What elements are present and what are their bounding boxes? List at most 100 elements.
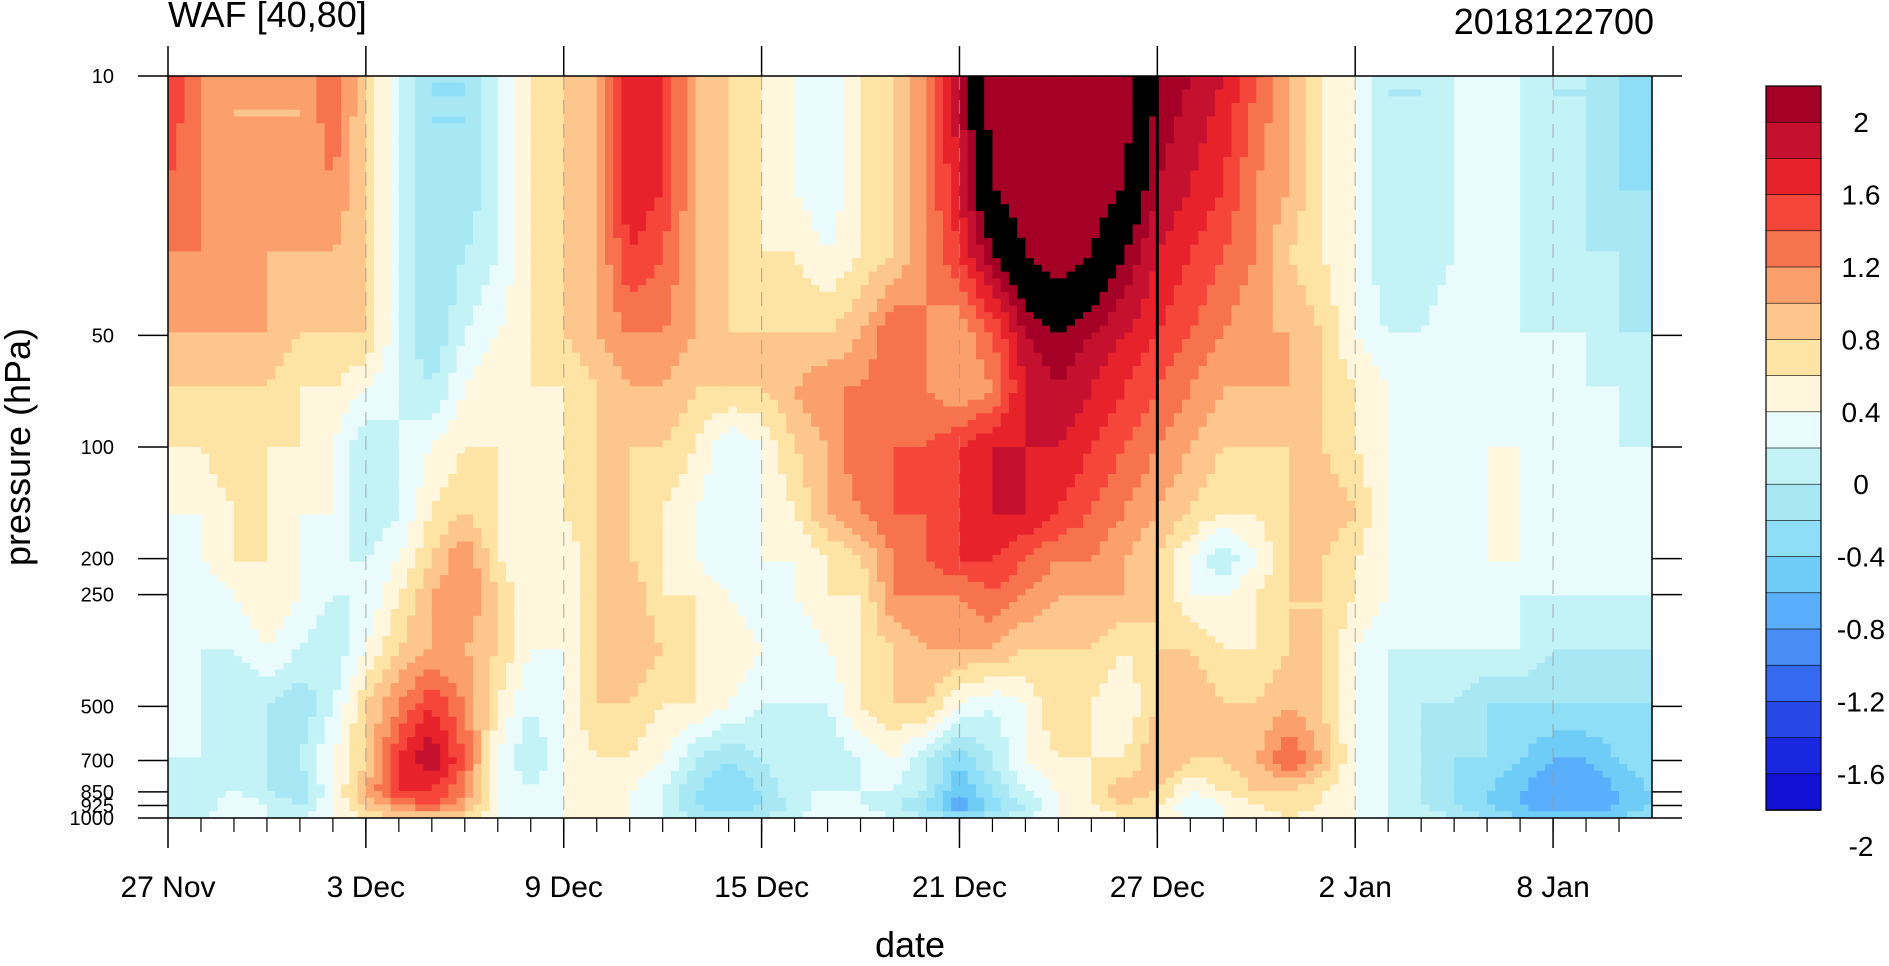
field-cell bbox=[506, 116, 515, 124]
field-cell bbox=[481, 420, 491, 428]
field-cell bbox=[349, 460, 359, 468]
field-cell bbox=[209, 406, 219, 414]
field-cell bbox=[357, 224, 367, 232]
field-cell bbox=[464, 413, 474, 421]
field-cell bbox=[522, 642, 532, 650]
field-cell bbox=[324, 602, 334, 610]
field-cell bbox=[200, 210, 210, 219]
field-cell bbox=[530, 635, 540, 644]
field-cell bbox=[382, 750, 392, 758]
field-cell bbox=[275, 156, 285, 165]
field-cell bbox=[283, 696, 293, 704]
field-cell bbox=[464, 116, 474, 124]
field-cell bbox=[332, 217, 342, 225]
field-cell bbox=[250, 224, 260, 232]
field-cell bbox=[440, 163, 449, 172]
field-cell bbox=[324, 264, 334, 273]
field-cell bbox=[464, 325, 474, 333]
field-cell bbox=[530, 723, 540, 731]
field-cell bbox=[168, 271, 177, 279]
field-cell bbox=[489, 413, 499, 421]
field-cell bbox=[357, 129, 367, 138]
field-cell bbox=[415, 318, 425, 327]
field-cell bbox=[506, 716, 515, 725]
field-cell bbox=[431, 271, 441, 279]
field-cell bbox=[266, 642, 276, 650]
field-cell bbox=[357, 588, 367, 596]
field-cell bbox=[283, 595, 293, 603]
field-cell bbox=[250, 473, 260, 482]
field-cell bbox=[308, 244, 317, 252]
field-cell bbox=[192, 163, 202, 172]
field-cell bbox=[440, 629, 449, 637]
field-cell bbox=[407, 291, 416, 300]
field-cell bbox=[324, 662, 334, 671]
field-cell bbox=[382, 716, 392, 725]
field-cell bbox=[489, 312, 499, 320]
field-cell bbox=[374, 669, 383, 677]
field-cell bbox=[473, 770, 482, 779]
field-cell bbox=[481, 791, 491, 799]
field-cell bbox=[440, 325, 449, 333]
field-cell bbox=[242, 123, 252, 131]
field-cell bbox=[176, 237, 186, 246]
field-cell bbox=[489, 588, 499, 596]
field-cell bbox=[316, 615, 326, 623]
field-cell bbox=[217, 453, 227, 462]
field-cell bbox=[200, 102, 210, 111]
field-cell bbox=[365, 514, 375, 522]
field-cell bbox=[250, 150, 260, 158]
field-cell bbox=[431, 420, 441, 428]
field-cell bbox=[448, 143, 458, 151]
field-cell bbox=[398, 811, 408, 818]
field-cell bbox=[242, 649, 252, 657]
field-cell bbox=[473, 102, 482, 111]
field-cell bbox=[530, 602, 540, 610]
field-cell bbox=[415, 622, 425, 630]
field-cell bbox=[448, 521, 458, 529]
field-cell bbox=[225, 150, 235, 158]
field-cell bbox=[382, 649, 392, 657]
field-cell bbox=[192, 366, 202, 374]
field-cell bbox=[530, 473, 540, 482]
field-cell bbox=[299, 575, 309, 583]
field-cell bbox=[497, 271, 507, 279]
field-cell bbox=[341, 635, 350, 644]
field-cell bbox=[266, 163, 276, 172]
field-cell bbox=[464, 420, 474, 428]
field-cell bbox=[448, 467, 458, 475]
field-cell bbox=[266, 231, 276, 239]
field-cell bbox=[514, 494, 524, 502]
field-cell bbox=[398, 770, 408, 779]
field-cell bbox=[423, 737, 433, 745]
field-cell bbox=[514, 581, 524, 590]
field-cell bbox=[407, 683, 416, 691]
field-cell bbox=[522, 541, 532, 549]
field-cell bbox=[407, 386, 416, 394]
field-cell bbox=[299, 150, 309, 158]
field-cell bbox=[440, 258, 449, 266]
field-cell bbox=[349, 231, 359, 239]
field-cell bbox=[217, 500, 227, 509]
field-cell bbox=[530, 548, 540, 556]
field-cell bbox=[448, 413, 458, 421]
field-cell bbox=[382, 541, 392, 549]
field-cell bbox=[250, 764, 260, 772]
field-cell bbox=[481, 89, 491, 97]
field-cell bbox=[176, 534, 186, 543]
field-cell bbox=[456, 635, 466, 644]
field-cell bbox=[374, 298, 383, 306]
field-cell bbox=[283, 615, 293, 623]
field-cell bbox=[192, 76, 202, 84]
field-cell bbox=[332, 237, 342, 246]
field-cell bbox=[200, 494, 210, 502]
field-cell bbox=[481, 318, 491, 327]
field-cell bbox=[233, 332, 243, 340]
field-cell bbox=[382, 305, 392, 313]
field-cell bbox=[530, 797, 540, 806]
field-cell bbox=[291, 251, 301, 259]
field-cell bbox=[233, 777, 243, 785]
field-cell bbox=[365, 345, 375, 354]
field-cell bbox=[481, 811, 491, 818]
field-cell bbox=[514, 683, 524, 691]
